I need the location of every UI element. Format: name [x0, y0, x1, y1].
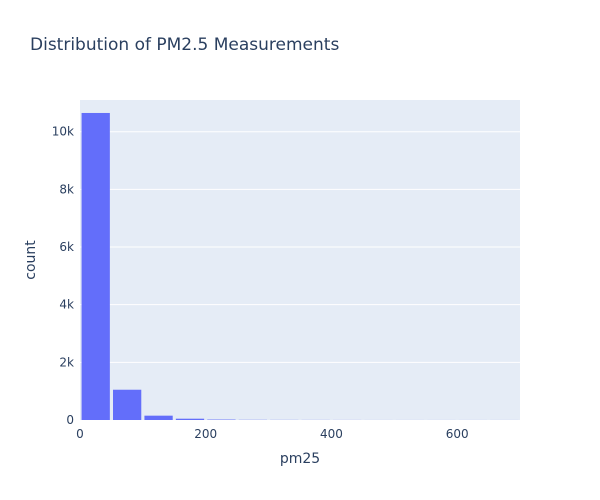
x-axis-title: pm25 — [280, 451, 320, 467]
y-tick-label: 8k — [59, 182, 74, 196]
chart-title: Distribution of PM2.5 Measurements — [30, 35, 339, 55]
x-tick-label: 600 — [446, 427, 469, 441]
y-tick-label: 6k — [59, 240, 74, 254]
histogram-bar[interactable] — [144, 415, 173, 420]
grid-layer — [80, 131, 520, 363]
x-tick-label: 400 — [320, 427, 343, 441]
y-axis-ticks: 0 2k 4k 6k 8k 10k — [52, 125, 74, 427]
y-axis-title: count — [23, 240, 39, 280]
histogram-bar[interactable] — [113, 389, 142, 420]
y-tick-label: 0 — [66, 413, 74, 427]
histogram-bar[interactable] — [81, 112, 110, 421]
y-tick-label: 2k — [59, 355, 74, 369]
y-tick-label: 10k — [52, 125, 74, 139]
y-tick-label: 4k — [59, 298, 74, 312]
bars-layer — [81, 112, 519, 421]
x-axis-ticks: 0 200 400 600 — [76, 427, 468, 441]
plot-area — [80, 100, 520, 420]
x-tick-label: 0 — [76, 427, 84, 441]
x-tick-label: 200 — [194, 427, 217, 441]
plot-background — [80, 100, 520, 420]
histogram-bar[interactable] — [175, 418, 205, 420]
